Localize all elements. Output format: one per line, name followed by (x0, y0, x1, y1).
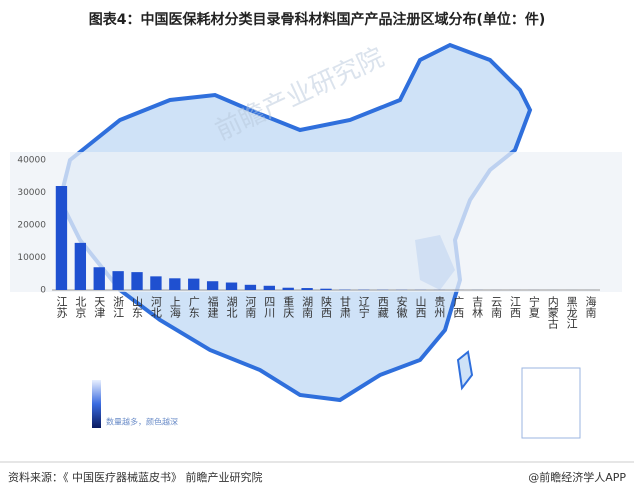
x-tick-label: 湖南 (301, 296, 314, 318)
bar (169, 278, 180, 290)
x-tick-label: 辽宁 (357, 296, 370, 318)
chart-title: 图表4：中国医保耗材分类目录骨科材料国产产品注册区域分布(单位：件) (89, 11, 546, 28)
x-tick-label: 江西 (508, 296, 521, 318)
bar (131, 272, 142, 290)
bar (245, 285, 256, 290)
y-tick-label: 0 (40, 286, 46, 296)
x-tick-label: 河南 (244, 296, 257, 318)
x-tick-label: 湖北 (225, 296, 238, 318)
x-tick-label: 广西 (452, 296, 465, 318)
bar (75, 243, 86, 290)
x-tick-label: 西藏 (376, 296, 389, 319)
x-tick-label: 福建 (206, 295, 219, 319)
x-tick-label: 内蒙古 (546, 295, 559, 329)
x-tick-label: 北京 (74, 296, 87, 319)
x-tick-label: 吉林 (471, 296, 484, 318)
x-tick-label: 山东 (131, 296, 144, 318)
bar (56, 186, 67, 290)
x-tick-label: 上海 (168, 296, 181, 319)
y-tick-label: 10000 (17, 253, 46, 263)
bar (150, 276, 161, 290)
x-tick-label: 云南 (490, 296, 503, 318)
x-tick-label: 重庆 (282, 295, 295, 319)
y-tick-label: 30000 (17, 188, 46, 198)
x-tick-label: 黑龙江 (565, 296, 578, 329)
source: 资料来源：《 中国医疗器械蓝皮书》 前瞻产业研究院 (8, 470, 263, 484)
x-tick-label: 浙江 (112, 296, 125, 318)
bar (188, 279, 199, 290)
bar (226, 283, 237, 290)
x-tick-label: 江苏 (55, 296, 68, 319)
x-tick-label: 四川 (263, 296, 276, 318)
bar (283, 288, 294, 290)
x-tick-label: 海南 (584, 295, 597, 318)
brand: @前瞻经济学人APP (528, 470, 626, 484)
x-tick-label: 宁夏 (527, 295, 540, 318)
x-tick-label: 山西 (414, 296, 427, 318)
bar (112, 271, 123, 290)
x-tick-label: 天津 (93, 296, 106, 318)
map-island (458, 352, 472, 388)
x-tick-label: 贵州 (433, 296, 446, 318)
bar (264, 286, 275, 290)
legend-note: 数量越多，颜色越深 (106, 417, 178, 427)
x-tick-label: 河北 (149, 296, 162, 318)
y-tick-label: 20000 (17, 221, 46, 231)
inset-map (522, 368, 580, 438)
bar (94, 267, 105, 290)
bar (320, 289, 331, 290)
x-tick-label: 甘肃 (338, 296, 351, 319)
x-tick-label: 陕西 (320, 295, 333, 318)
bar (207, 281, 218, 290)
x-tick-label: 广东 (187, 296, 200, 318)
x-tick-label: 安徽 (395, 295, 408, 319)
y-tick-label: 40000 (17, 156, 46, 166)
bar (301, 288, 312, 290)
legend-gradient (92, 380, 101, 428)
